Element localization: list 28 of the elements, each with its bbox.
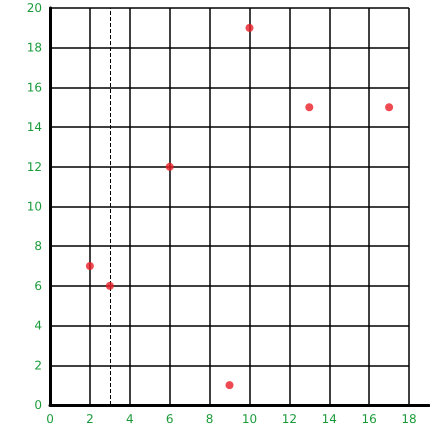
x-tick-label: 2 bbox=[86, 412, 94, 426]
x-tick-label: 12 bbox=[282, 412, 298, 426]
x-tick-label: 4 bbox=[126, 412, 134, 426]
point bbox=[385, 103, 394, 112]
x-tick-label: 6 bbox=[166, 412, 174, 426]
y-tick-label: 20 bbox=[26, 1, 42, 15]
y-tick-label: 6 bbox=[34, 278, 42, 293]
y-tick-label: 12 bbox=[26, 160, 42, 174]
y-tick-label: 0 bbox=[34, 398, 42, 412]
x-tick-label: 10 bbox=[242, 412, 258, 426]
point bbox=[305, 103, 314, 112]
y-tick-label: 2 bbox=[34, 358, 42, 372]
point bbox=[106, 282, 114, 290]
y-tick-label: 4 bbox=[34, 318, 42, 333]
y-tick-label: 14 bbox=[26, 120, 42, 134]
point bbox=[226, 381, 234, 390]
x-tick-label: 16 bbox=[362, 412, 377, 426]
y-tick-label: 8 bbox=[34, 239, 42, 254]
point bbox=[86, 262, 94, 270]
point bbox=[245, 24, 254, 32]
y-tick-label: 16 bbox=[26, 80, 42, 94]
y-tick-label: 10 bbox=[26, 200, 42, 214]
point bbox=[166, 162, 174, 171]
x-tick-label: 8 bbox=[206, 412, 214, 426]
y-tick-label: 18 bbox=[26, 40, 42, 55]
x-tick-label: 0 bbox=[46, 412, 54, 426]
x-tick-label: 14 bbox=[322, 412, 337, 426]
x-tick-label: 18 bbox=[401, 412, 417, 426]
